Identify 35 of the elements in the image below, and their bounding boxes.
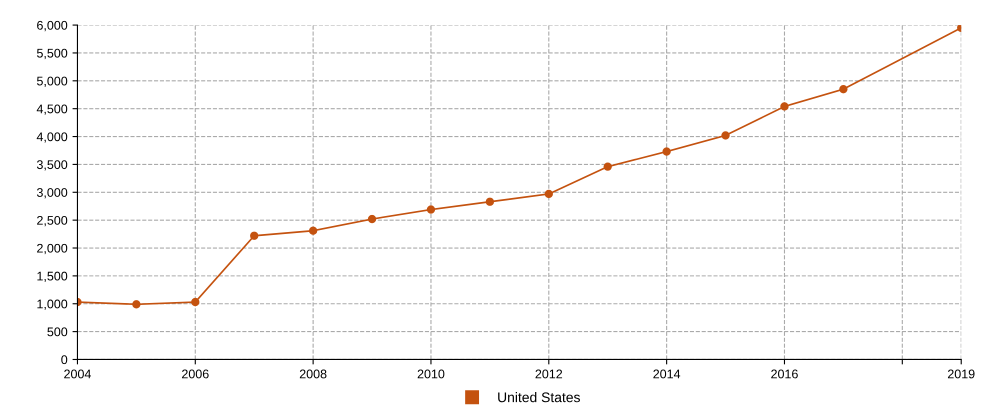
point — [662, 147, 671, 156]
point — [839, 85, 848, 94]
x-tick-label: 2008 — [300, 370, 326, 378]
point — [250, 232, 258, 240]
y-tick-label: 3,000 — [36, 188, 68, 198]
point — [721, 131, 730, 140]
y-tick-label: 4,000 — [36, 132, 68, 143]
x-tick-label: 2010 — [418, 370, 444, 378]
point — [780, 102, 789, 111]
x-tick-label: 2006 — [182, 370, 209, 378]
y-tick-label: 4,500 — [36, 104, 68, 115]
y-tick-label: 6,000 — [37, 20, 68, 32]
y-tick-label: 5,500 — [36, 48, 68, 60]
x-tick-label: 2019 — [948, 370, 975, 378]
point — [486, 198, 494, 206]
legend-label: United States — [498, 392, 580, 402]
y-tick-label: 1,500 — [37, 272, 68, 282]
y-tick-label: 500 — [47, 327, 68, 336]
point — [544, 190, 553, 198]
y-tick-label: 1,000 — [37, 300, 68, 310]
y-tick-label: 5,000 — [36, 76, 68, 87]
x-tick-label: 2016 — [771, 370, 798, 378]
point — [132, 300, 141, 308]
point — [191, 298, 200, 306]
x-tick-label: 2004 — [64, 370, 91, 378]
point — [308, 226, 318, 235]
point — [604, 162, 612, 171]
y-tick-label: 2,000 — [37, 244, 68, 254]
point — [368, 214, 376, 224]
x-tick-label: 2012 — [536, 370, 562, 378]
x-tick-label: 2014 — [653, 370, 680, 378]
y-tick-label: 0 — [61, 355, 68, 364]
y-tick-label: 3,500 — [36, 160, 68, 171]
y-tick-label: 2,500 — [37, 216, 68, 226]
point — [426, 205, 436, 214]
